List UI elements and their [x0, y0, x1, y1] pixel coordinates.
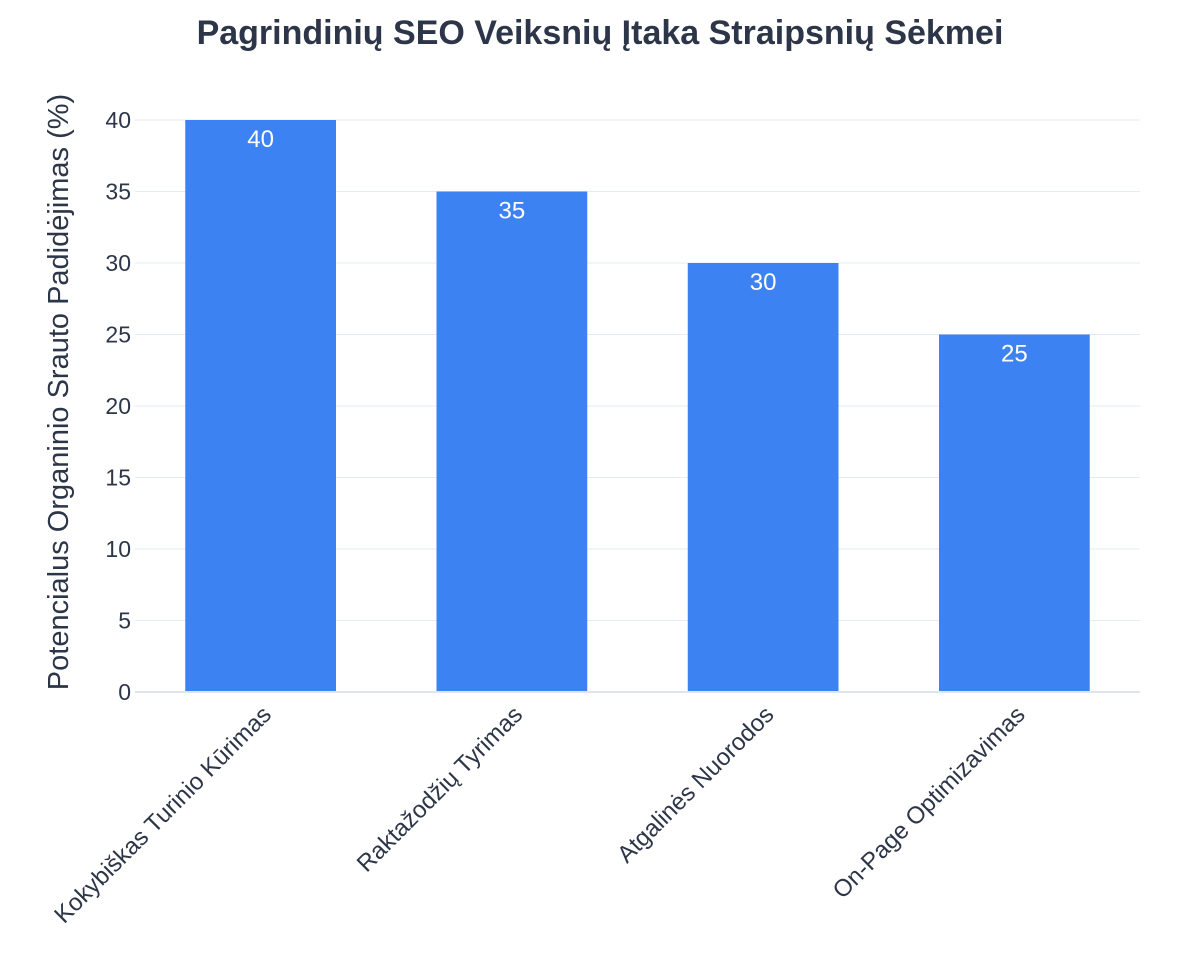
y-axis-label: Potencialus Organinio Srauto Padidėjimas… [43, 94, 75, 690]
y-tick-label: 40 [105, 107, 131, 133]
y-tick-label: 10 [105, 536, 131, 562]
bar [687, 263, 839, 692]
y-tick-label: 15 [105, 465, 131, 491]
data-label: 25 [1001, 341, 1028, 368]
x-tick-label: On-Page Optimizavimas [828, 701, 1031, 904]
y-tick-label: 20 [105, 393, 131, 419]
x-axis-ticks: Kokybiškas Turinio Kūrimas Raktažodžių Ty… [49, 701, 1030, 929]
data-label: 30 [750, 269, 777, 296]
y-tick-label: 35 [105, 179, 131, 205]
bar [939, 334, 1090, 692]
y-tick-label: 0 [118, 679, 131, 705]
x-tick-label: Kokybiškas Turinio Kūrimas [49, 701, 277, 929]
bar [436, 191, 588, 692]
chart-title: Pagrindinių SEO Veiksnių Įtaka Straipsni… [197, 14, 1004, 52]
data-labels: 40 35 30 25 [247, 126, 1027, 368]
y-tick-label: 25 [105, 322, 131, 348]
x-tick-label: Atgalinės Nuorodos [612, 701, 779, 868]
bars [185, 120, 1090, 692]
data-label: 40 [247, 126, 274, 153]
bar [185, 120, 336, 692]
x-tick-label: Raktažodžių Tyrimas [352, 701, 528, 877]
y-axis-ticks: 0 5 10 15 20 25 30 35 40 [105, 107, 131, 705]
y-tick-label: 30 [105, 250, 131, 276]
y-tick-label: 5 [118, 608, 131, 634]
data-label: 35 [499, 198, 526, 225]
